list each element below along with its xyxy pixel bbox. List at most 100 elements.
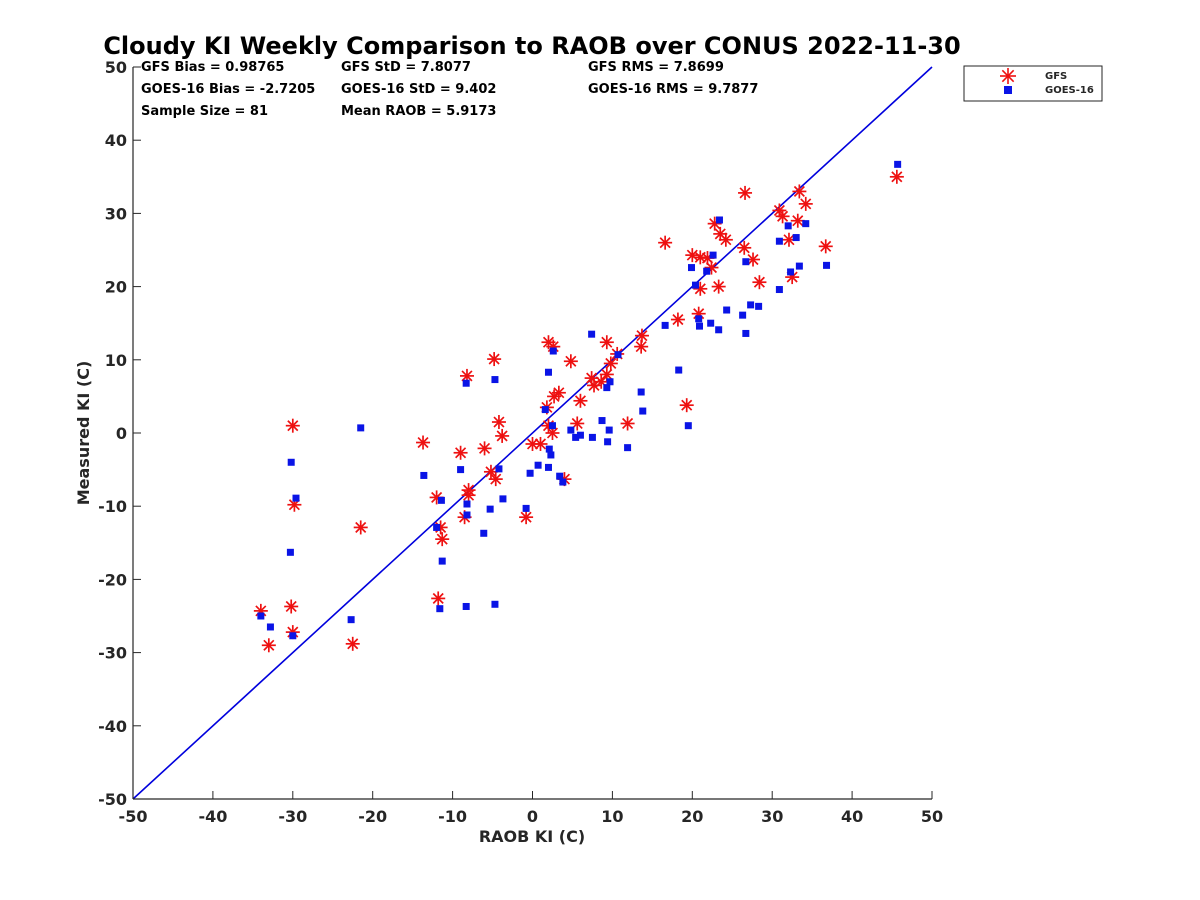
- goes-16-point: [823, 261, 831, 269]
- stat-gfs-bias: GFS Bias = 0.98765: [141, 60, 284, 75]
- gfs-point: [477, 441, 492, 456]
- goes-16-point: [739, 311, 747, 319]
- x-axis-label: RAOB KI (C): [479, 827, 585, 846]
- goes-16-point: [747, 301, 755, 309]
- x-tick-label: -20: [358, 807, 387, 826]
- goes-16-point: [463, 500, 471, 508]
- x-tick-label: 40: [841, 807, 863, 826]
- gfs-point: [818, 239, 833, 254]
- x-tick-label: 0: [527, 807, 538, 826]
- gfs-point: [603, 356, 618, 371]
- gfs-point: [491, 415, 506, 430]
- x-tick-label: -40: [198, 807, 227, 826]
- gfs-point: [718, 232, 733, 247]
- goes-16-point: [775, 237, 783, 245]
- goes-16-point: [604, 438, 612, 446]
- x-tick-label: 20: [681, 807, 703, 826]
- goes-16-point: [534, 461, 542, 469]
- x-tick-label: -50: [119, 807, 148, 826]
- goes-16-point: [437, 496, 445, 504]
- stat-mean-raob: Mean RAOB = 5.9173: [341, 104, 496, 119]
- legend-label-gfs: GFS: [1045, 71, 1067, 82]
- data-points-layer: [253, 160, 904, 653]
- y-tick-label: 50: [105, 58, 127, 77]
- goes-16-point: [742, 258, 750, 266]
- goes-16-point: [438, 557, 446, 565]
- goes-16-point: [688, 264, 696, 272]
- gfs-point: [737, 240, 752, 255]
- goes-16-point: [257, 612, 265, 620]
- goes-16-point: [556, 472, 564, 480]
- gfs-point: [792, 184, 807, 199]
- goes-16-point: [522, 504, 530, 512]
- goes-16-point: [292, 494, 300, 502]
- gfs-point: [461, 483, 476, 498]
- goes-16-point: [598, 417, 606, 425]
- goes-16-point: [576, 431, 584, 439]
- gfs-point: [353, 520, 368, 535]
- goes-16-point: [707, 319, 715, 327]
- goes-16-point: [675, 366, 683, 374]
- stat-gfs-rms: GFS RMS = 7.8699: [588, 60, 724, 75]
- goes-16-point: [491, 600, 499, 608]
- goes-16-point: [549, 347, 557, 355]
- goes-16-point: [787, 268, 795, 276]
- y-tick-label: 0: [116, 424, 127, 443]
- gfs-point: [889, 169, 904, 184]
- goes-16-point: [436, 605, 444, 613]
- y-tick-label: 20: [105, 278, 127, 297]
- goes-16-point: [784, 222, 792, 230]
- goes-16-point: [357, 424, 365, 432]
- gfs-point: [435, 532, 450, 547]
- goes-16-point: [723, 306, 731, 314]
- stat-goes-std: GOES-16 StD = 9.402: [341, 82, 496, 97]
- axes: -50 -40 -30 -20 -10 0 10 20 30 40 50 -50 -40 -30 -20 -1…: [98, 58, 943, 826]
- goes-16-point: [480, 529, 488, 537]
- gfs-point: [261, 638, 276, 653]
- goes-16-point: [775, 286, 783, 294]
- x-tick-label: -30: [278, 807, 307, 826]
- goes-16-point: [266, 623, 274, 631]
- goes-16-point: [795, 262, 803, 270]
- goes-16-point: [588, 433, 596, 441]
- goes-16-point: [287, 458, 295, 466]
- goes-16-point: [544, 368, 552, 376]
- goes-16-point: [526, 469, 534, 477]
- gfs-point: [284, 599, 299, 614]
- gfs-point: [345, 636, 360, 651]
- y-tick-label: 40: [105, 131, 127, 150]
- legend-marker-goes-16: [1004, 86, 1012, 94]
- gfs-point: [431, 591, 446, 606]
- gfs-point: [573, 393, 588, 408]
- goes-16-point: [755, 302, 763, 310]
- gfs-point: [551, 385, 566, 400]
- goes-16-point: [639, 407, 647, 415]
- stat-sample-size: Sample Size = 81: [141, 104, 268, 119]
- goes-16-point: [695, 315, 703, 323]
- gfs-point: [634, 328, 649, 343]
- legend: GFS GOES-16: [963, 65, 1103, 102]
- goes-16-point: [695, 322, 703, 330]
- goes-16-point: [715, 216, 723, 224]
- series-gfs: [253, 169, 904, 653]
- gfs-point: [285, 418, 300, 433]
- gfs-point: [752, 275, 767, 290]
- goes-16-point: [661, 321, 669, 329]
- goes-16-point: [802, 220, 810, 228]
- legend-marker-gfs: [1000, 68, 1016, 84]
- goes-16-point: [544, 463, 552, 471]
- gfs-point: [658, 235, 673, 250]
- goes-16-point: [606, 378, 614, 386]
- gfs-point: [738, 185, 753, 200]
- gfs-point: [545, 426, 560, 440]
- legend-label-goes-16: GOES-16: [1045, 85, 1094, 96]
- gfs-point: [599, 335, 614, 350]
- gfs-point: [798, 196, 813, 211]
- x-tick-label: -10: [438, 807, 467, 826]
- goes-16-point: [792, 234, 800, 242]
- gfs-point: [416, 435, 431, 450]
- goes-16-point: [289, 632, 297, 640]
- goes-16-point: [603, 384, 611, 392]
- gfs-point: [670, 312, 685, 327]
